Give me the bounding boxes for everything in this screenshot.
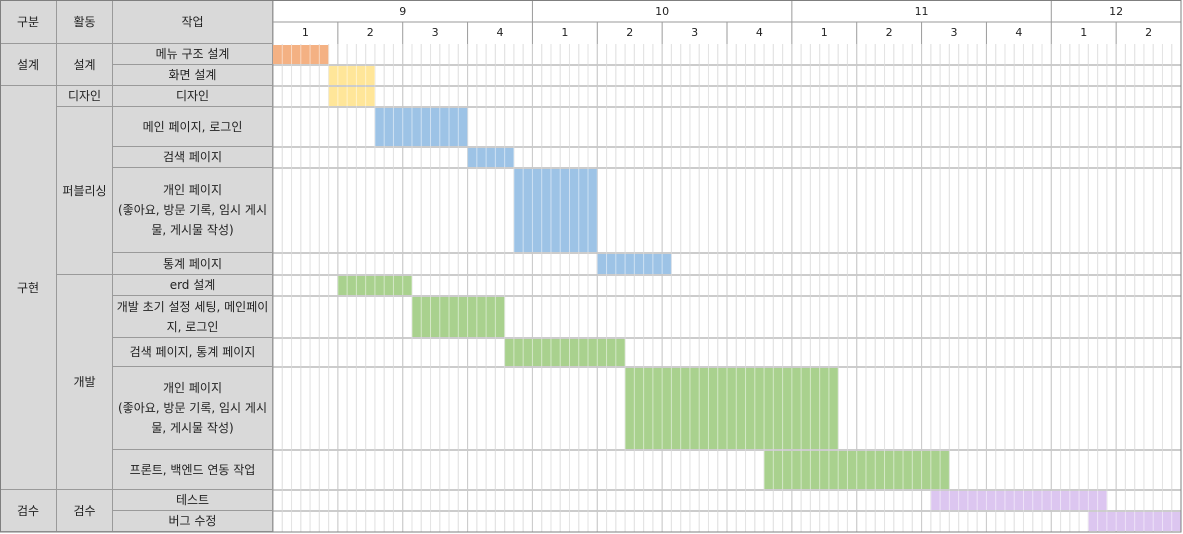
week-label: 4 [497,26,504,39]
task-bar [625,368,839,449]
task-name: 버그 수정 [113,511,273,532]
task-name: 메뉴 구조 설계 [113,44,273,65]
activity-name: 퍼블리싱 [57,107,113,275]
week-label: 1 [1080,26,1087,39]
task-name: 화면 설계 [113,65,273,86]
week-label: 4 [1015,26,1022,39]
task-bar [513,169,598,252]
task-bar [1088,512,1181,531]
task-bar [467,148,514,167]
week-label: 2 [626,26,633,39]
week-label: 2 [1145,26,1152,39]
task-bar [597,254,672,274]
task-name: erd 설계 [113,275,273,296]
header-cell: 작업 [113,0,273,44]
task-bar [328,66,375,85]
task-bar [930,491,1107,510]
task-name: 검색 페이지 [113,147,273,168]
task-name: 검색 페이지, 통계 페이지 [113,338,273,367]
task-name: 개인 페이지 (좋아요, 방문 기록, 임시 게시물, 게시물 작성) [113,367,273,450]
activity-name: 검수 [57,490,113,532]
week-label: 2 [886,26,893,39]
week-label: 1 [561,26,568,39]
section-name: 설계 [0,44,57,86]
section-name: 구현 [0,86,57,490]
task-name: 개발 초기 설정 세팅, 메인페이지, 로그인 [113,296,273,338]
month-label: 11 [915,5,929,18]
timeline-header-bg [273,0,1181,44]
week-label: 4 [756,26,763,39]
task-bar [504,339,626,366]
task-name: 개인 페이지 (좋아요, 방문 기록, 임시 게시물, 게시물 작성) [113,168,273,253]
task-name: 디자인 [113,86,273,107]
task-bar [328,87,375,106]
section-name: 검수 [0,490,57,532]
month-label: 12 [1109,5,1123,18]
activity-name: 디자인 [57,86,113,107]
week-label: 3 [691,26,698,39]
month-label: 10 [655,5,669,18]
week-label: 1 [302,26,309,39]
task-name: 통계 페이지 [113,253,273,275]
activity-name: 개발 [57,275,113,490]
month-label: 9 [399,5,406,18]
header-cell: 활동 [57,0,113,44]
week-label: 1 [821,26,828,39]
week-label: 3 [432,26,439,39]
task-bar [764,451,950,489]
task-name: 메인 페이지, 로그인 [113,107,273,147]
header-cell: 구분 [0,0,57,44]
task-name: 테스트 [113,490,273,511]
activity-name: 설계 [57,44,113,86]
task-bar [374,108,468,146]
task-bar [337,276,412,295]
task-bar [273,45,329,64]
week-label: 2 [367,26,374,39]
week-label: 3 [951,26,958,39]
task-name: 프론트, 백엔드 연동 작업 [113,450,273,490]
task-bar [411,297,505,337]
